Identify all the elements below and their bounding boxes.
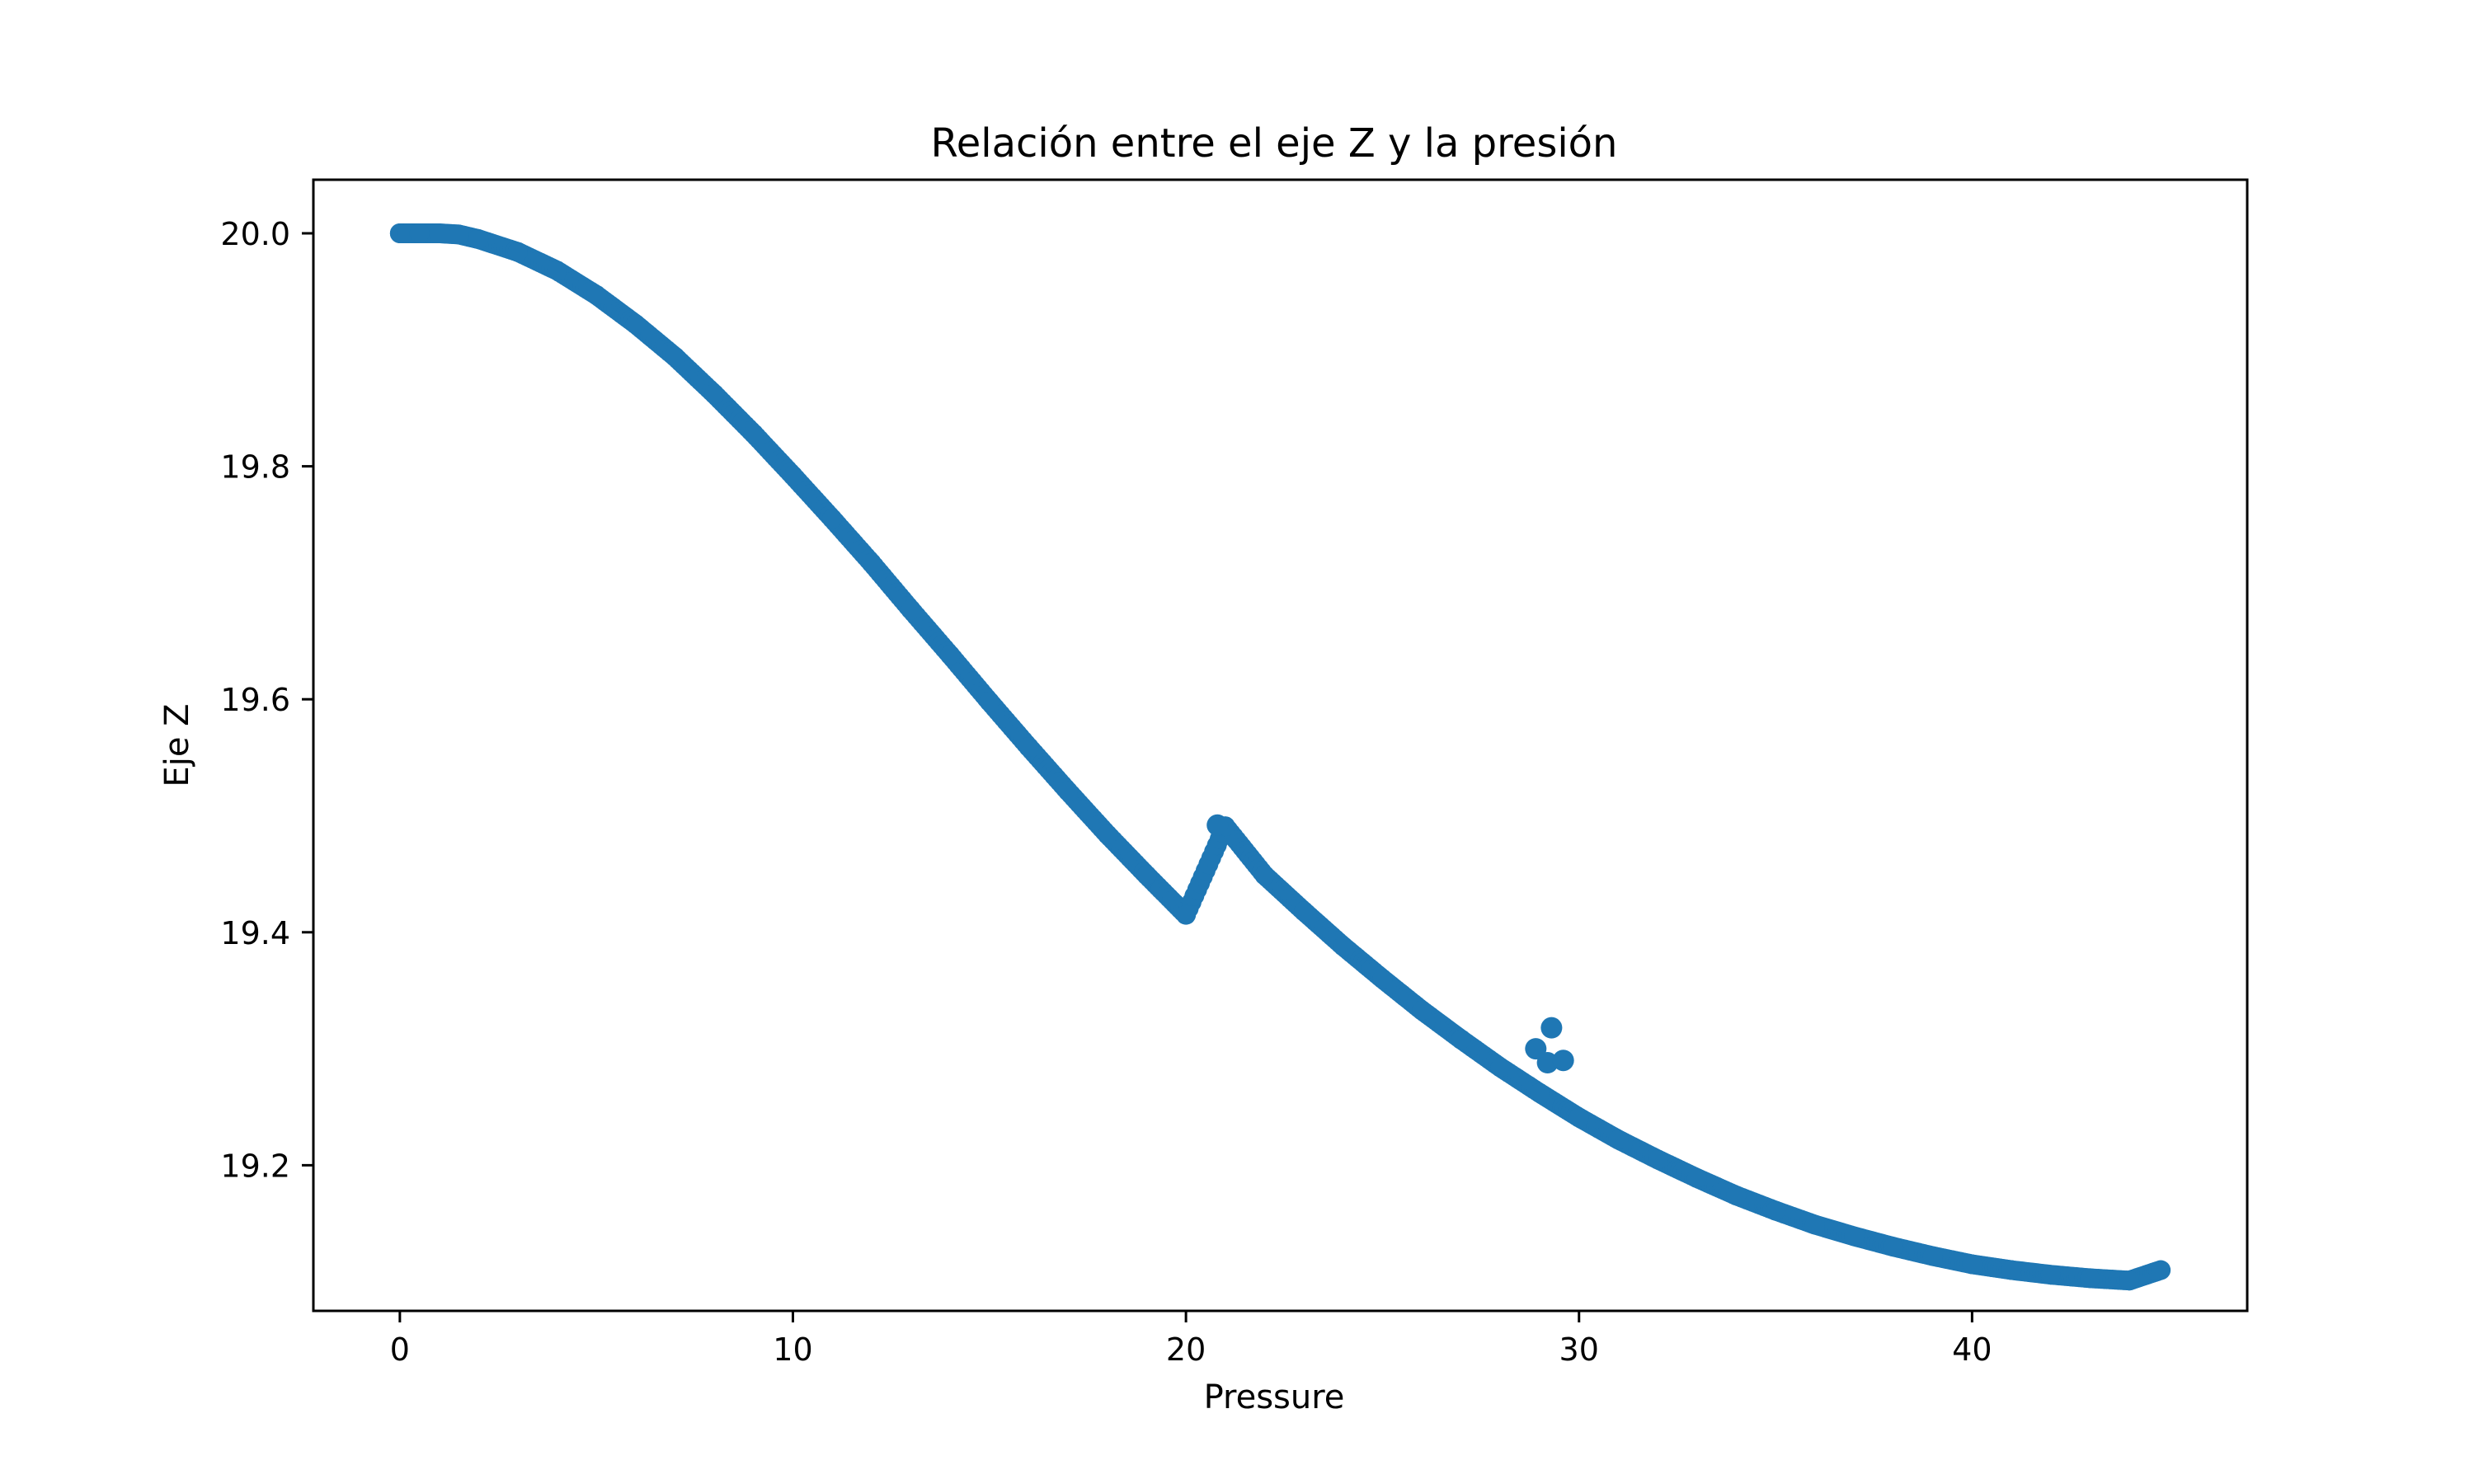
data-point-47 bbox=[2119, 1270, 2140, 1291]
data-point-19 bbox=[1018, 737, 1039, 758]
data-point-16 bbox=[901, 599, 921, 620]
data-point-5 bbox=[468, 229, 489, 250]
x-tick-label: 0 bbox=[390, 1331, 410, 1368]
data-point-9 bbox=[625, 314, 646, 335]
outlier-point-0 bbox=[1540, 1017, 1563, 1039]
data-point-38 bbox=[1766, 1200, 1786, 1221]
x-axis-ticks: 0 10 20 30 40 bbox=[390, 1311, 1992, 1368]
data-point-48 bbox=[2151, 1260, 2171, 1280]
x-tick-label: 40 bbox=[1952, 1331, 1992, 1368]
data-point-33 bbox=[1569, 1107, 1589, 1128]
data-point-40 bbox=[1844, 1226, 1865, 1247]
data-points bbox=[389, 223, 2171, 1291]
y-tick-label: 19.4 bbox=[220, 915, 290, 951]
x-tick-label: 30 bbox=[1559, 1331, 1599, 1368]
data-point-8 bbox=[586, 284, 607, 305]
outlier-point-3 bbox=[1525, 1038, 1547, 1060]
data-point-43 bbox=[1962, 1254, 1982, 1275]
data-point-45 bbox=[2040, 1265, 2061, 1285]
data-point-34 bbox=[1608, 1129, 1629, 1150]
data-point-36 bbox=[1686, 1167, 1707, 1188]
data-point-44 bbox=[2001, 1260, 2022, 1280]
y-axis-label: Eje Z bbox=[158, 703, 196, 787]
plot-frame bbox=[312, 178, 2249, 1313]
data-point-32 bbox=[1530, 1082, 1550, 1103]
data-point-26 bbox=[1294, 901, 1315, 922]
data-point-21 bbox=[1097, 824, 1117, 845]
x-tick-label: 20 bbox=[1166, 1331, 1206, 1368]
data-point-2 bbox=[409, 223, 430, 243]
data-point-13 bbox=[783, 465, 803, 486]
data-point-35 bbox=[1648, 1149, 1668, 1170]
data-point-7 bbox=[547, 261, 567, 281]
data-point-22 bbox=[1136, 865, 1157, 885]
data-point-39 bbox=[1804, 1214, 1825, 1235]
data-point-30 bbox=[1451, 1029, 1471, 1050]
y-tick-label: 20.0 bbox=[220, 216, 290, 252]
data-point-20 bbox=[1058, 781, 1079, 801]
data-point-10 bbox=[665, 346, 685, 367]
y-tick-label: 19.8 bbox=[220, 449, 290, 486]
data-point-12 bbox=[743, 424, 764, 444]
outlier-point-4 bbox=[1206, 814, 1229, 836]
data-point-28 bbox=[1372, 969, 1393, 989]
data-point-25 bbox=[1254, 865, 1275, 885]
chart-title: Relación entre el eje Z y la presión bbox=[931, 120, 1618, 167]
data-point-41 bbox=[1884, 1237, 1904, 1257]
x-axis-label: Pressure bbox=[1204, 1378, 1345, 1416]
data-point-31 bbox=[1490, 1057, 1511, 1078]
y-tick-label: 19.6 bbox=[220, 682, 290, 718]
data-point-37 bbox=[1726, 1186, 1747, 1206]
data-point-29 bbox=[1412, 1000, 1432, 1021]
outlier-point-2 bbox=[1552, 1050, 1574, 1072]
data-point-14 bbox=[822, 509, 843, 529]
data-point-6 bbox=[507, 242, 528, 262]
data-point-17 bbox=[940, 645, 961, 665]
y-axis-ticks: 19.2 19.4 19.6 19.8 20.0 bbox=[220, 216, 313, 1184]
data-point-3 bbox=[429, 223, 449, 243]
outlier-point-1 bbox=[1536, 1052, 1559, 1074]
x-tick-label: 10 bbox=[773, 1331, 812, 1368]
data-point-23 bbox=[1176, 904, 1197, 925]
data-point-46 bbox=[2080, 1268, 2100, 1289]
data-point-4 bbox=[449, 224, 469, 245]
y-tick-label: 19.2 bbox=[220, 1148, 290, 1184]
data-point-18 bbox=[979, 692, 999, 712]
data-point-42 bbox=[1922, 1246, 1943, 1266]
data-point-27 bbox=[1333, 936, 1353, 956]
data-point-11 bbox=[704, 383, 725, 404]
data-point-15 bbox=[861, 552, 882, 573]
